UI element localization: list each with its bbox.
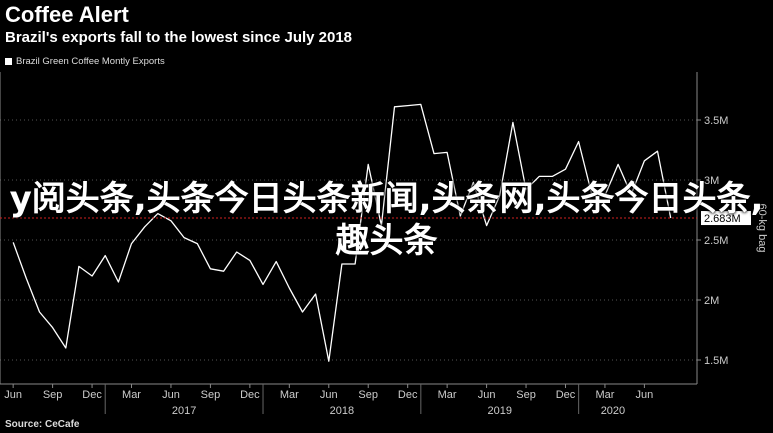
x-tick-label: Sep	[201, 389, 221, 401]
legend-label: Brazil Green Coffee Montly Exports	[16, 56, 165, 67]
x-tick-label: Jun	[4, 389, 22, 401]
overlay-watermark-text: y阅头条,头条今日头条新闻,头条网,头条今日头条,趣头条	[9, 179, 764, 261]
y-tick-label: 1.5M	[704, 355, 728, 367]
last-value-label: 2.683M	[704, 213, 741, 225]
legend: Brazil Green Coffee Montly Exports	[5, 56, 165, 67]
x-tick-label: Dec	[556, 389, 576, 401]
x-tick-label: Mar	[438, 389, 457, 401]
last-value-box	[701, 211, 751, 226]
source-note: Source: CeCafe	[5, 419, 80, 430]
x-tick-label: Mar	[595, 389, 614, 401]
x-tick-label: Jun	[636, 389, 654, 401]
x-tick-label: Sep	[516, 389, 536, 401]
y-tick-label: 2.5M	[704, 235, 728, 247]
x-tick-label: Jun	[478, 389, 496, 401]
x-year-label: 2020	[601, 405, 625, 417]
y-tick-label: 3.5M	[704, 115, 728, 127]
y-tick-label: 3M	[704, 175, 719, 187]
y-tick-label: 2M	[704, 295, 719, 307]
y-axis-title: 60-kg bag	[756, 204, 768, 253]
chart-subtitle: Brazil's exports fall to the lowest sinc…	[5, 29, 353, 46]
x-year-label: 2019	[487, 405, 511, 417]
x-tick-label: Mar	[122, 389, 141, 401]
x-year-label: 2018	[330, 405, 354, 417]
x-tick-label: Dec	[398, 389, 418, 401]
x-tick-label: Sep	[358, 389, 378, 401]
x-tick-label: Dec	[82, 389, 102, 401]
x-tick-label: Mar	[280, 389, 299, 401]
legend-swatch	[5, 58, 12, 65]
x-tick-label: Dec	[240, 389, 260, 401]
chart-title: Coffee Alert	[5, 2, 129, 27]
x-year-label: 2017	[172, 405, 196, 417]
x-tick-label: Jun	[162, 389, 180, 401]
x-tick-label: Jun	[320, 389, 338, 401]
x-tick-label: Sep	[43, 389, 63, 401]
series-line	[12, 103, 672, 362]
